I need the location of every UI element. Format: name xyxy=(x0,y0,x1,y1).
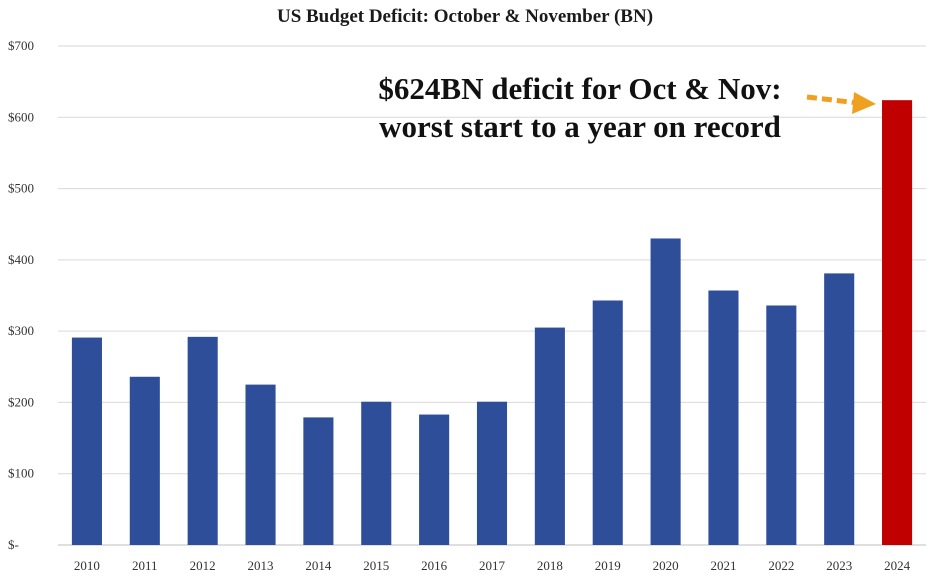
annotation-line-2: worst start to a year on record xyxy=(379,109,781,144)
x-tick-label: 2019 xyxy=(595,558,621,573)
x-tick-label: 2021 xyxy=(710,558,736,573)
x-tick-label: 2024 xyxy=(884,558,911,573)
y-axis: $- $100 $200 $300 $400 $500 $600 $700 xyxy=(8,38,34,552)
bar-2012 xyxy=(187,336,218,545)
bar-2020 xyxy=(650,238,681,545)
x-tick-label: 2023 xyxy=(826,558,852,573)
x-tick-label: 2013 xyxy=(248,558,274,573)
x-tick-label: 2011 xyxy=(132,558,158,573)
x-tick-label: 2010 xyxy=(74,558,100,573)
y-tick-label: $700 xyxy=(8,38,34,53)
y-tick-label: $200 xyxy=(8,394,34,409)
bar-2010 xyxy=(71,337,102,545)
y-tick-label: $600 xyxy=(8,109,34,124)
chart-title: US Budget Deficit: October & November (B… xyxy=(277,6,653,27)
bar-2024 xyxy=(882,100,913,546)
arrow-shaft xyxy=(806,94,859,106)
x-tick-label: 2020 xyxy=(653,558,679,573)
bar-2023 xyxy=(824,273,855,545)
bar-2017 xyxy=(476,401,508,545)
bar-2016 xyxy=(419,414,450,545)
x-axis: 2010 2011 2012 2013 2014 2015 2016 2017 2018 2019… xyxy=(74,558,911,573)
bar-2011 xyxy=(129,376,160,545)
arrow-head xyxy=(852,92,877,114)
bar-2019 xyxy=(592,300,623,545)
bar-2015 xyxy=(361,401,392,545)
y-tick-label: $300 xyxy=(8,323,34,338)
bars xyxy=(71,100,913,546)
x-tick-label: 2015 xyxy=(363,558,389,573)
bar-2013 xyxy=(245,384,276,545)
bar-2014 xyxy=(303,417,334,545)
annotation: $624BN deficit for Oct & Nov: worst star… xyxy=(378,71,877,144)
x-tick-label: 2012 xyxy=(190,558,216,573)
bar-2022 xyxy=(766,305,797,545)
x-tick-label: 2018 xyxy=(537,558,563,573)
bar-2021 xyxy=(708,290,739,545)
y-tick-label: $400 xyxy=(8,252,34,267)
bar-2018 xyxy=(534,327,565,545)
x-tick-label: 2022 xyxy=(768,558,794,573)
y-tick-label: $- xyxy=(8,537,19,552)
arrow-icon xyxy=(806,92,877,114)
x-tick-label: 2014 xyxy=(305,558,332,573)
y-tick-label: $100 xyxy=(8,466,34,481)
x-tick-label: 2017 xyxy=(479,558,506,573)
annotation-line-1: $624BN deficit for Oct & Nov: xyxy=(378,71,781,106)
y-tick-label: $500 xyxy=(8,181,34,196)
x-tick-label: 2016 xyxy=(421,558,448,573)
